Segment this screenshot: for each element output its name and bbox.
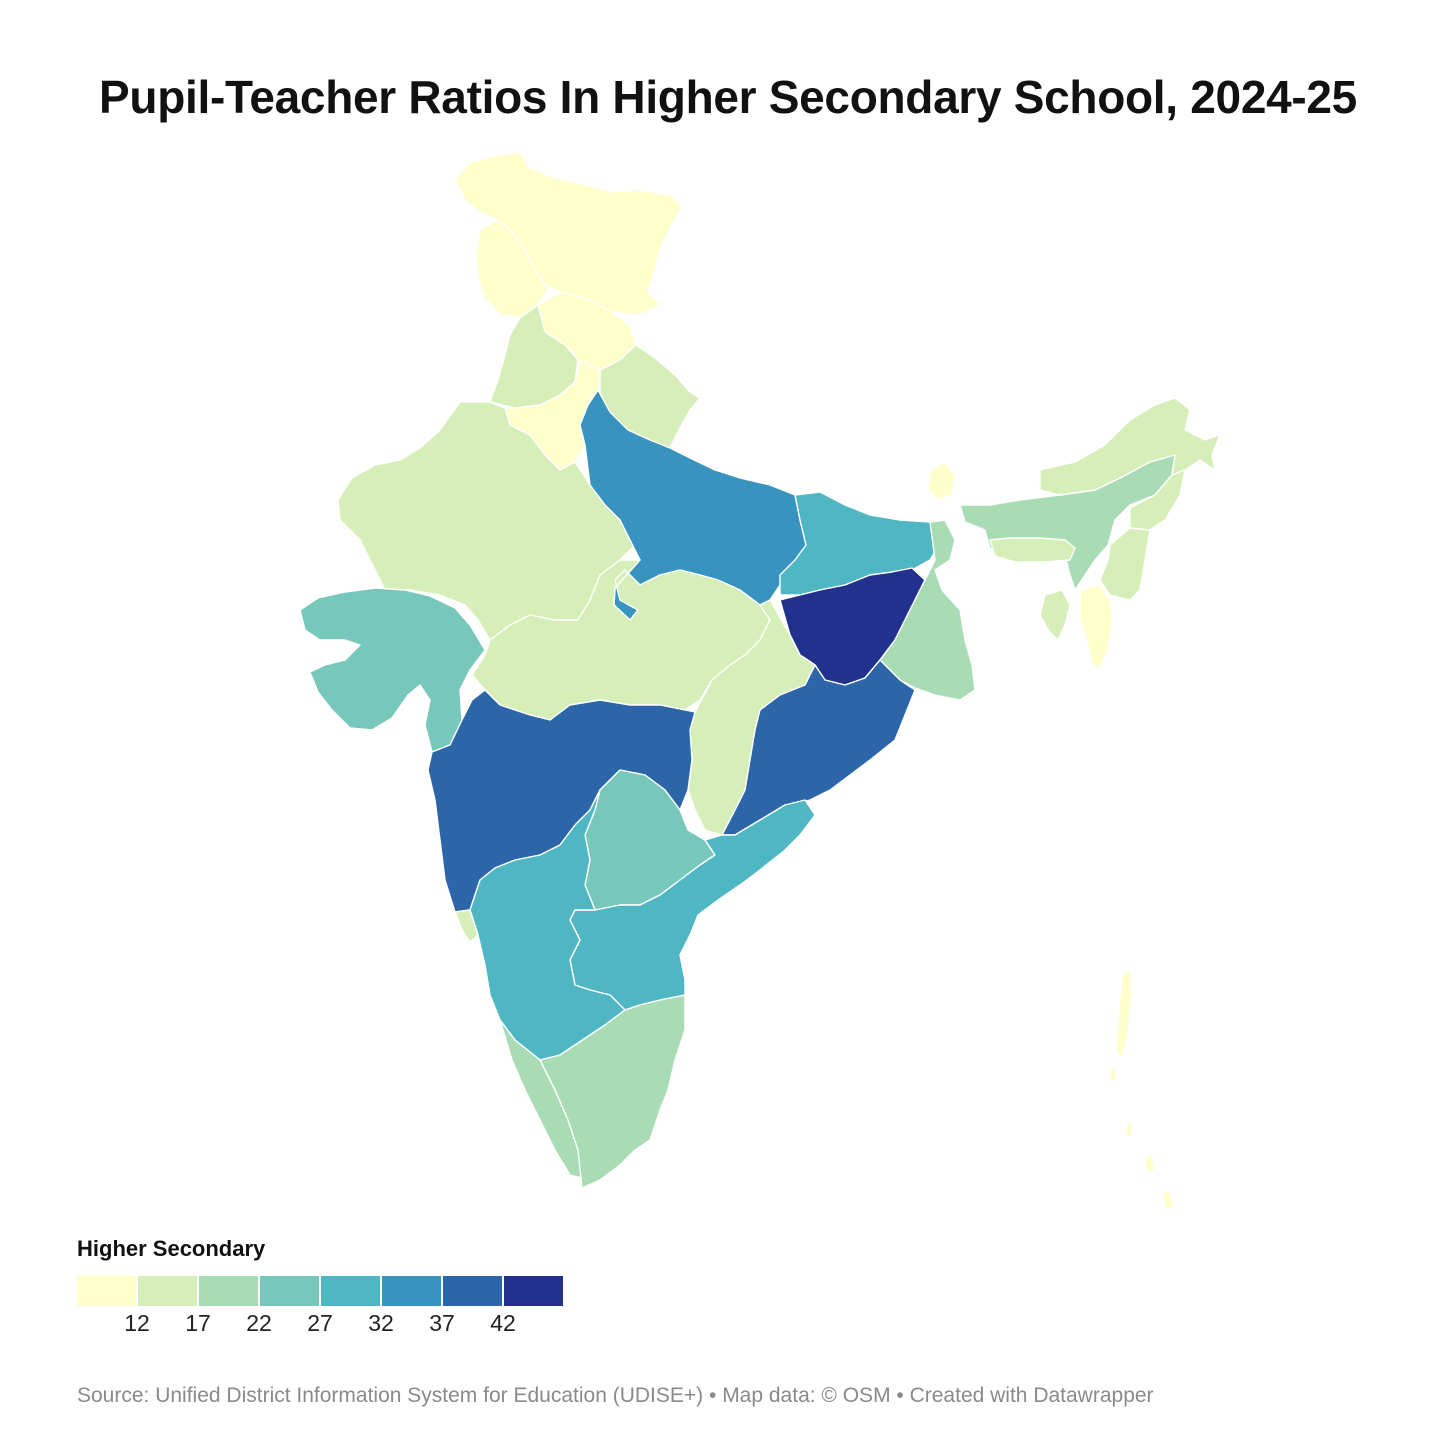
region-gujarat[interactable] [299,587,486,753]
region-west-bengal[interactable] [879,519,976,701]
region-arunachal[interactable] [1039,397,1221,496]
datawrapper-credit: Created with Datawrapper [909,1384,1154,1407]
region-tripura[interactable] [1039,589,1071,641]
region-sikkim[interactable] [927,461,956,501]
page-title: Pupil-Teacher Ratios In Higher Secondary… [99,71,1357,123]
region-meghalaya[interactable] [989,537,1076,563]
region-tamil-nadu[interactable] [539,994,686,1189]
source-text: Source: Unified District Information Sys… [77,1384,704,1407]
legend-swatch [260,1276,319,1306]
legend-swatch [321,1276,380,1306]
map-data-credit: Map data: © OSM [722,1384,891,1407]
region-goa[interactable] [454,909,479,943]
india-choropleth-map [299,151,1221,1211]
legend-tick-label: 32 [368,1310,394,1336]
legend-swatch [443,1276,502,1306]
legend-tick-label: 42 [490,1310,516,1336]
legend-tick-label: 17 [185,1310,211,1336]
footer-source: Source: Unified District Information Sys… [77,1384,1154,1408]
region-manipur[interactable] [1099,527,1151,601]
region-andaman-nicobar[interactable] [1109,969,1175,1211]
legend-swatch [77,1276,136,1306]
legend-swatch [199,1276,258,1306]
legend-title: Higher Secondary [77,1236,266,1261]
region-nagaland[interactable] [1129,469,1186,531]
color-legend [77,1276,563,1306]
separator: • [890,1384,910,1407]
region-mizoram[interactable] [1079,584,1113,669]
region-odisha[interactable] [721,659,916,836]
legend-tick-label: 12 [124,1310,150,1336]
legend-swatch [138,1276,197,1306]
legend-swatch [504,1276,563,1306]
legend-tick-label: 27 [307,1310,333,1336]
separator: • [703,1384,723,1407]
legend-swatch [382,1276,441,1306]
legend-tick-label: 37 [429,1310,455,1336]
legend-tick-label: 22 [246,1310,272,1336]
